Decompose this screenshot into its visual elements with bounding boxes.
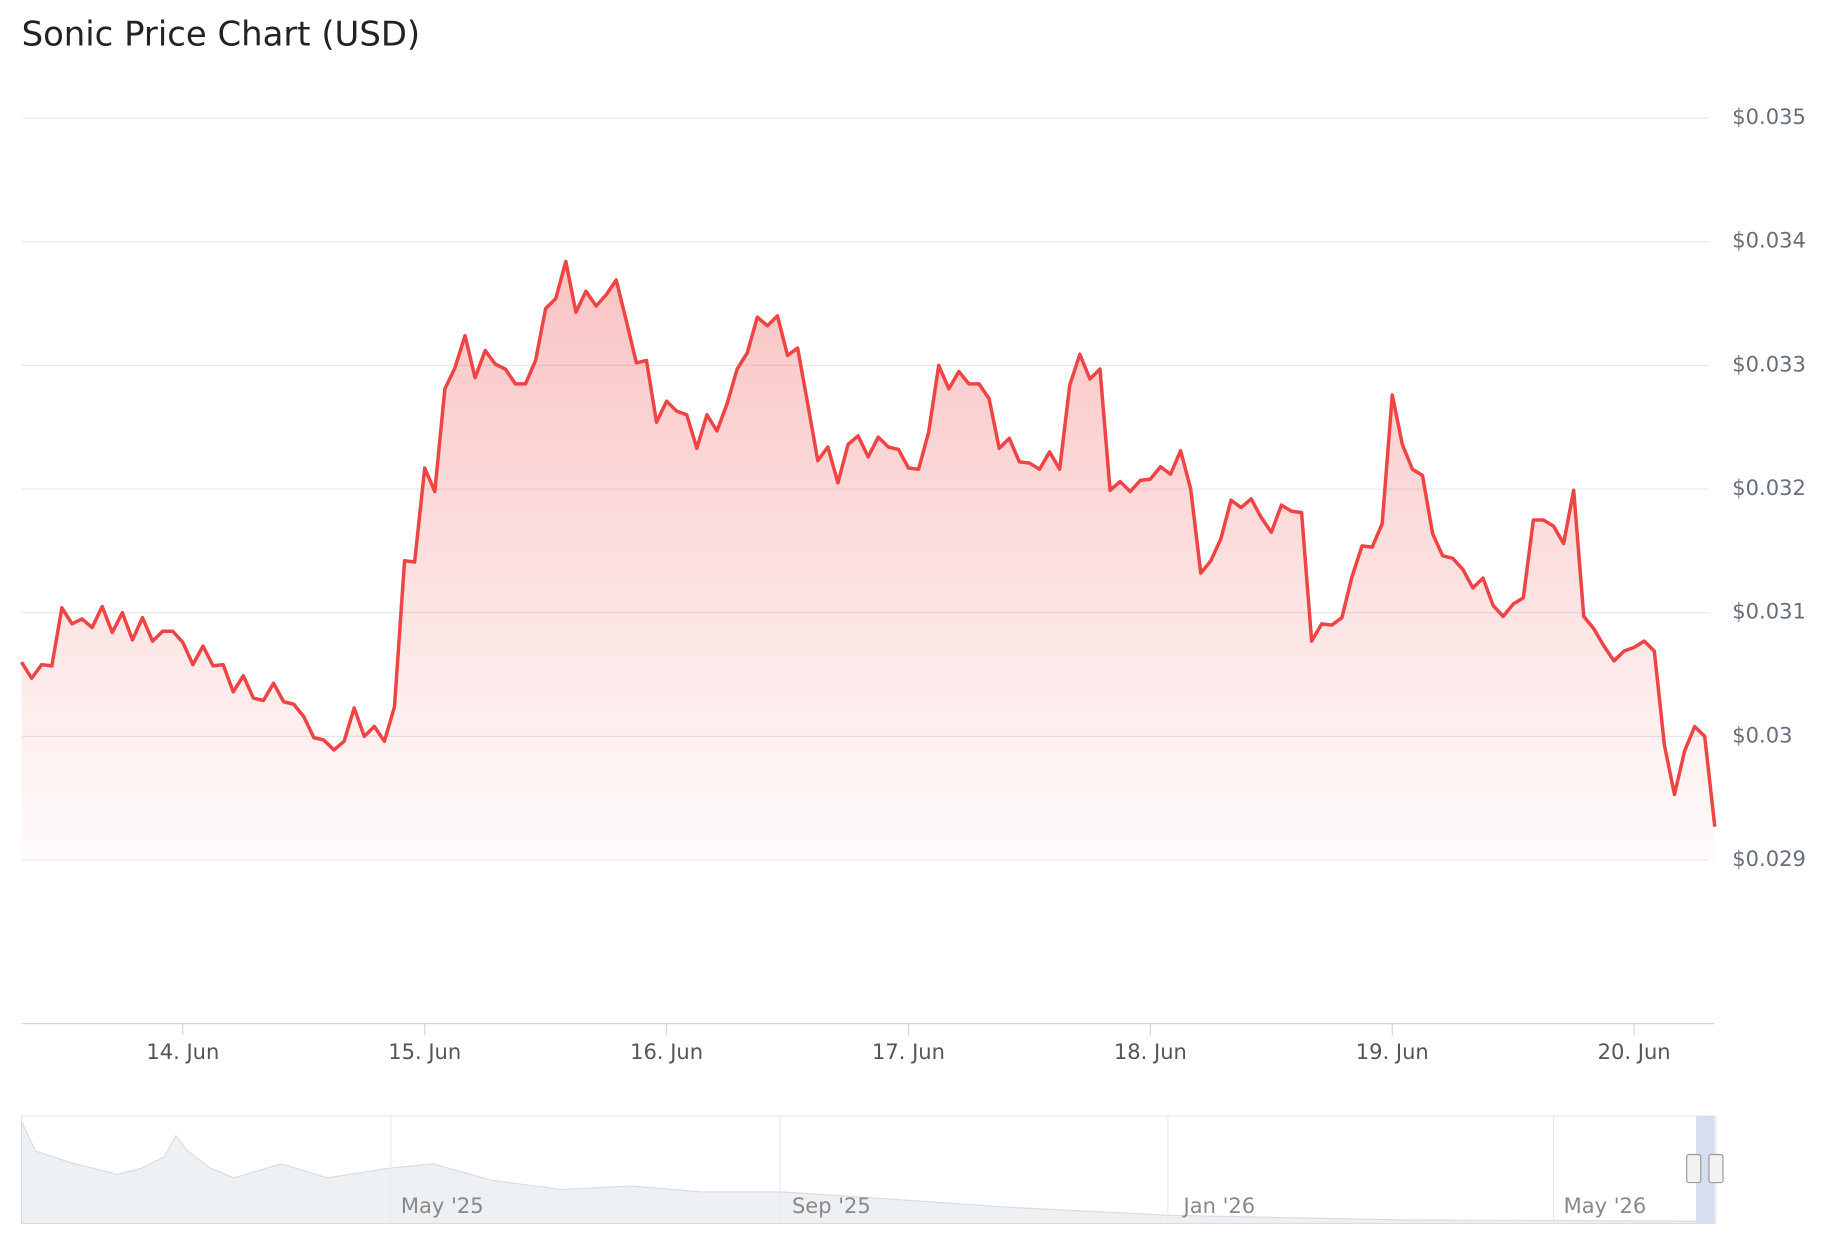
navigator-label: Jan '26 xyxy=(1182,1193,1256,1218)
y-tick-label: $0.034 xyxy=(1732,228,1806,253)
price-line xyxy=(20,259,1717,827)
y-tick-label: $0.029 xyxy=(1732,846,1806,871)
navigator-handle[interactable] xyxy=(1708,1153,1724,1184)
y-tick-label: $0.03 xyxy=(1732,722,1792,747)
x-tick-label: 20. Jun xyxy=(1598,1039,1671,1064)
x-tick-label: 14. Jun xyxy=(146,1039,219,1064)
x-tick-label: 16. Jun xyxy=(630,1039,703,1064)
x-tick-label: 17. Jun xyxy=(872,1039,945,1064)
y-tick-label: $0.032 xyxy=(1732,475,1806,500)
chart-title: Sonic Price Chart (USD) xyxy=(22,15,421,54)
y-tick-label: $0.031 xyxy=(1732,599,1806,624)
price-area xyxy=(21,261,1715,861)
navigator-label: May '25 xyxy=(401,1193,484,1218)
navigator-label: May '26 xyxy=(1564,1193,1647,1218)
navigator-series xyxy=(20,1121,1696,1225)
navigator-window[interactable] xyxy=(1696,1115,1715,1224)
y-tick-label: $0.033 xyxy=(1732,351,1806,376)
x-tick-label: 19. Jun xyxy=(1356,1039,1429,1064)
navigator-label: Sep '25 xyxy=(792,1193,871,1218)
navigator-handle[interactable] xyxy=(1686,1153,1702,1184)
x-tick-label: 18. Jun xyxy=(1114,1039,1187,1064)
x-tick-label: 15. Jun xyxy=(388,1039,461,1064)
y-tick-label: $0.035 xyxy=(1732,104,1806,129)
navigator[interactable]: May '25 Sep '25 Jan '26 May '26 xyxy=(20,1115,1724,1225)
